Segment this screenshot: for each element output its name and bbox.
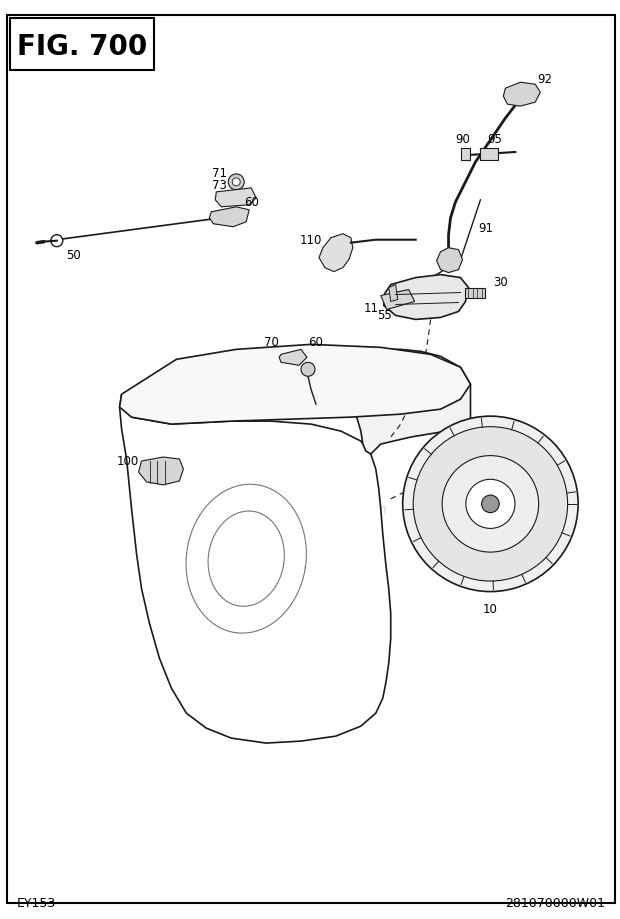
Text: 92: 92 — [538, 73, 553, 85]
Circle shape — [228, 175, 244, 190]
Circle shape — [403, 416, 578, 592]
Circle shape — [466, 480, 515, 528]
Polygon shape — [120, 345, 471, 425]
Polygon shape — [384, 276, 469, 320]
Circle shape — [413, 427, 567, 582]
Text: 281070000W01: 281070000W01 — [505, 896, 605, 909]
Polygon shape — [436, 248, 463, 273]
Text: eReplacementParts.com: eReplacementParts.com — [235, 503, 388, 516]
Bar — [466, 289, 485, 298]
Text: FIG. 700: FIG. 700 — [17, 33, 147, 62]
Polygon shape — [389, 285, 397, 302]
Polygon shape — [279, 350, 307, 366]
Text: 91: 91 — [478, 222, 493, 235]
Text: 50: 50 — [66, 249, 81, 262]
Text: 100: 100 — [117, 455, 139, 468]
Text: 71: 71 — [212, 167, 227, 180]
Text: 110: 110 — [300, 234, 322, 247]
Text: 60: 60 — [309, 335, 324, 348]
Polygon shape — [503, 83, 540, 107]
Text: EY153: EY153 — [17, 896, 56, 909]
Text: 10: 10 — [483, 602, 498, 616]
Bar — [10, 19, 154, 71]
Text: 60: 60 — [244, 196, 259, 210]
Text: 95: 95 — [487, 132, 502, 145]
Circle shape — [51, 235, 63, 247]
Polygon shape — [120, 395, 391, 743]
Circle shape — [482, 495, 499, 513]
Text: 55: 55 — [378, 309, 392, 322]
Polygon shape — [381, 290, 415, 310]
Circle shape — [232, 178, 240, 187]
Text: 73: 73 — [212, 179, 227, 192]
Text: 70: 70 — [264, 335, 278, 348]
Polygon shape — [138, 458, 184, 485]
Text: 90: 90 — [455, 132, 470, 145]
Bar — [480, 149, 498, 161]
Circle shape — [442, 456, 539, 552]
Text: 30: 30 — [493, 276, 508, 289]
Polygon shape — [210, 208, 249, 228]
Bar — [461, 149, 471, 161]
Polygon shape — [215, 188, 256, 208]
Polygon shape — [311, 350, 471, 455]
Circle shape — [301, 363, 315, 377]
Polygon shape — [319, 234, 353, 272]
Text: 11: 11 — [363, 301, 378, 314]
